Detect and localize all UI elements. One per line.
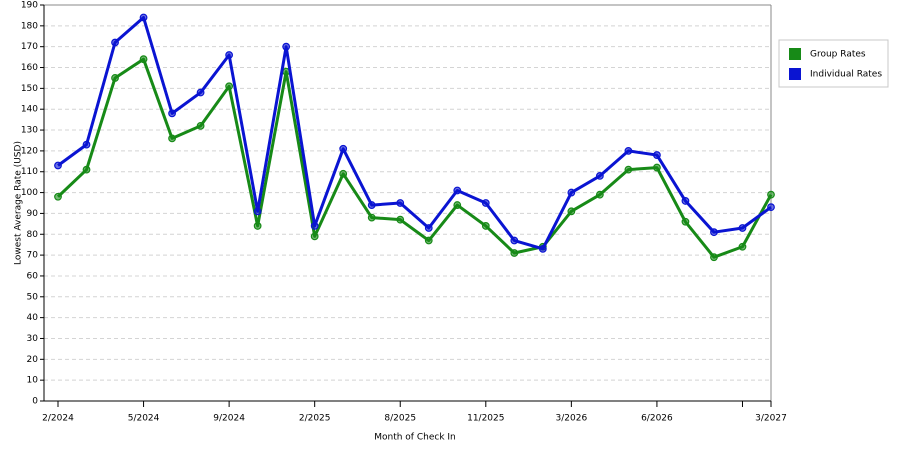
data-point (681, 197, 690, 205)
legend-swatch (789, 68, 801, 80)
data-point (538, 244, 547, 253)
y-tick-label: 0 (32, 397, 38, 407)
data-point (595, 172, 604, 180)
x-tick-label: 2/2025 (299, 414, 331, 424)
legend-swatch (789, 48, 801, 60)
data-point (225, 82, 234, 91)
data-point (168, 109, 176, 118)
data-point (481, 199, 490, 207)
x-tick-label: 3/2026 (556, 414, 588, 424)
data-point (282, 42, 291, 51)
data-point (653, 151, 661, 159)
y-tick-label: 70 (27, 251, 39, 261)
data-point (595, 190, 604, 199)
x-tick-label: 6/2026 (641, 414, 673, 424)
y-axis-title: Lowest Average Rate (USD) (14, 141, 24, 265)
data-point (339, 144, 348, 153)
data-point (510, 236, 519, 245)
data-point (738, 224, 747, 232)
data-point (367, 213, 376, 222)
series-line (56, 57, 773, 259)
y-tick-label: 100 (21, 188, 38, 198)
y-tick-label: 150 (21, 84, 38, 94)
data-point (196, 121, 205, 130)
data-point (453, 201, 462, 209)
data-point (82, 140, 91, 149)
data-point (168, 134, 176, 143)
x-tick-label: 5/2024 (128, 414, 160, 424)
data-point (396, 215, 405, 224)
data-point (481, 222, 490, 230)
data-point (710, 228, 718, 237)
data-point (253, 207, 262, 216)
y-tick-label: 190 (21, 1, 38, 11)
y-tick-label: 130 (21, 126, 38, 136)
data-point (310, 222, 319, 230)
data-point (453, 186, 462, 195)
x-axis-title: Month of Check In (374, 433, 456, 443)
data-point (339, 169, 348, 178)
y-tick-label: 140 (21, 105, 38, 115)
data-point (196, 88, 205, 97)
data-point (111, 74, 119, 82)
data-point (225, 51, 234, 59)
data-point (310, 232, 319, 241)
data-point (681, 217, 690, 226)
data-point (624, 165, 633, 174)
data-point (653, 163, 661, 172)
y-tick-label: 60 (27, 271, 39, 281)
data-point (767, 190, 775, 199)
x-tick-label: 11/2025 (467, 414, 504, 424)
y-tick-label: 120 (21, 146, 38, 156)
data-point (424, 224, 433, 232)
legend-label: Individual Rates (810, 70, 882, 80)
data-point (624, 146, 633, 155)
x-tick-label: 3/2027 (755, 414, 787, 424)
legend-label: Group Rates (810, 50, 866, 60)
data-point (510, 249, 519, 257)
data-point (139, 55, 148, 64)
x-tick-label: 2/2024 (42, 414, 74, 424)
data-point (82, 165, 91, 174)
y-tick-label: 90 (27, 209, 39, 219)
data-point (567, 207, 576, 216)
y-tick-label: 50 (27, 292, 39, 302)
data-point (567, 188, 576, 197)
x-tick-label: 9/2024 (213, 414, 245, 424)
data-point (367, 201, 376, 209)
data-point (710, 253, 718, 262)
data-point (54, 161, 62, 170)
data-point (767, 203, 775, 212)
data-point (424, 236, 433, 245)
y-tick-label: 180 (21, 21, 38, 31)
data-point (738, 242, 747, 251)
y-tick-label: 20 (27, 355, 39, 365)
data-point (54, 192, 62, 201)
y-tick-label: 40 (27, 313, 39, 323)
data-point (253, 222, 262, 230)
series-line (57, 16, 772, 251)
y-tick-label: 80 (27, 230, 39, 240)
y-tick-label: 30 (27, 334, 39, 344)
data-point (396, 199, 405, 207)
y-tick-label: 170 (21, 42, 38, 52)
y-tick-label: 10 (27, 376, 39, 386)
y-tick-label: 110 (21, 167, 38, 177)
y-tick-label: 160 (21, 63, 38, 73)
data-point (139, 13, 148, 22)
x-tick-label: 8/2025 (384, 414, 416, 424)
data-point (111, 38, 119, 47)
